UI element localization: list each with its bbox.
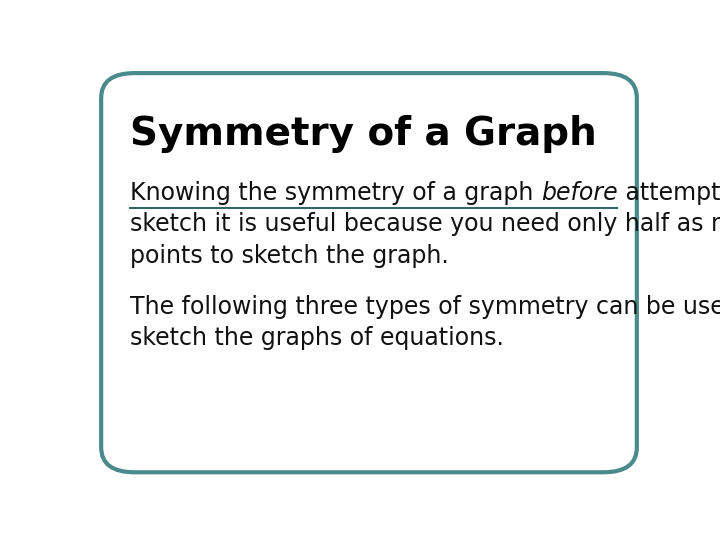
- Text: Symmetry of a Graph: Symmetry of a Graph: [130, 114, 597, 153]
- FancyBboxPatch shape: [101, 73, 637, 472]
- Text: attempting to: attempting to: [618, 181, 720, 205]
- Text: points to sketch the graph.: points to sketch the graph.: [130, 244, 449, 268]
- Text: sketch the graphs of equations.: sketch the graphs of equations.: [130, 326, 504, 350]
- Text: sketch it is useful because you need only half as many: sketch it is useful because you need onl…: [130, 212, 720, 237]
- Text: The following three types of symmetry can be used to help: The following three types of symmetry ca…: [130, 295, 720, 319]
- Text: Knowing the symmetry of a graph: Knowing the symmetry of a graph: [130, 181, 541, 205]
- Text: before: before: [541, 181, 618, 205]
